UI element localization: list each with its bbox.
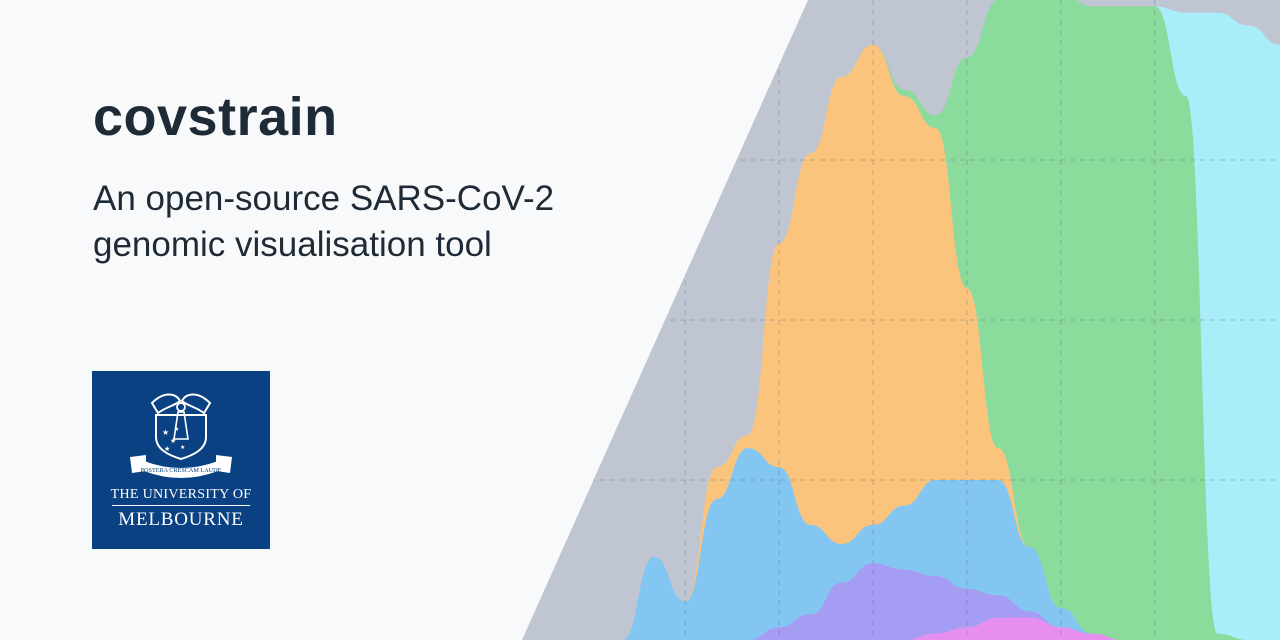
subtitle-line-1: An open-source SARS-CoV-2 <box>93 179 555 218</box>
area-series-4 <box>560 44 1280 640</box>
logo-text-line-1: THE UNIVERSITY OF <box>110 487 252 502</box>
logo-motto: POSTERA CRESCAM LAUDE <box>141 467 222 474</box>
svg-text:★: ★ <box>162 428 169 437</box>
logo-divider <box>112 505 250 506</box>
page-subtitle: An open-source SARS-CoV-2 genomic visual… <box>93 176 653 268</box>
svg-text:★: ★ <box>164 445 170 453</box>
page-title: covstrain <box>93 87 338 147</box>
svg-text:★: ★ <box>180 444 185 451</box>
subtitle-line-2: genomic visualisation tool <box>93 225 492 264</box>
area-series-1 <box>560 617 1280 640</box>
logo-text-line-2: MELBOURNE <box>118 509 244 530</box>
university-logo: ★ ★ ★ ★ ★ POSTERA CRESCAM LAUDE THE UNIV… <box>92 371 270 549</box>
chart-areas <box>560 0 1280 640</box>
area-series-2 <box>560 563 1280 640</box>
area-series-3 <box>560 448 1280 640</box>
area-series-5 <box>560 0 1280 640</box>
svg-text:★: ★ <box>174 426 179 433</box>
svg-text:★: ★ <box>170 437 176 445</box>
area-series-6 <box>560 0 1280 640</box>
crest-icon: ★ ★ ★ ★ ★ POSTERA CRESCAM LAUDE <box>130 393 232 478</box>
